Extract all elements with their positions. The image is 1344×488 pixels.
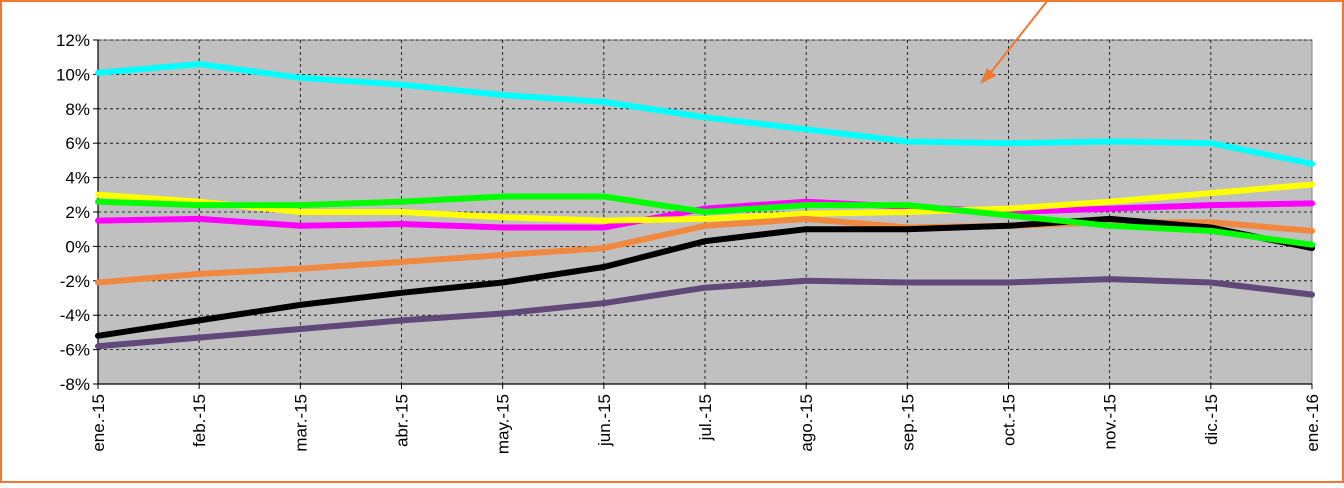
y-tick-label: -6% bbox=[60, 341, 90, 360]
annotation-arrow-head bbox=[980, 68, 996, 84]
x-tick-label: feb.-15 bbox=[190, 394, 209, 447]
x-tick-label: abr.-15 bbox=[393, 394, 412, 447]
y-tick-label: -2% bbox=[60, 272, 90, 291]
x-tick-label: ago.-15 bbox=[797, 394, 816, 452]
y-tick-label: 6% bbox=[65, 134, 90, 153]
series-line-5 bbox=[95, 215, 1315, 339]
series-line-3 bbox=[95, 181, 1315, 224]
x-tick-label: ene.-16 bbox=[1303, 394, 1322, 452]
series-line-6 bbox=[95, 276, 1315, 350]
x-tick-label: oct.-15 bbox=[1000, 394, 1019, 446]
x-tick-label: sep.-15 bbox=[898, 394, 917, 451]
series-line-1 bbox=[95, 61, 1315, 167]
y-tick-label: 2% bbox=[65, 203, 90, 222]
y-tick-label: 12% bbox=[56, 31, 90, 50]
y-tick-label: -4% bbox=[60, 306, 90, 325]
y-tick-label: 4% bbox=[65, 169, 90, 188]
series-line-7 bbox=[95, 193, 1315, 248]
y-tick-label: -8% bbox=[60, 375, 90, 394]
x-tick-label: jun.-15 bbox=[595, 394, 614, 447]
series-line-4 bbox=[95, 215, 1315, 286]
x-tick-label: mar.-15 bbox=[291, 394, 310, 452]
x-tick-label: jul.-15 bbox=[696, 394, 715, 441]
x-tick-label: ene.-15 bbox=[89, 394, 108, 452]
y-tick-label: 8% bbox=[65, 100, 90, 119]
y-tick-label: 0% bbox=[65, 237, 90, 256]
x-tick-label: dic.-15 bbox=[1202, 394, 1221, 445]
annotation-arrow-shaft bbox=[987, 0, 1049, 77]
x-tick-label: nov.-15 bbox=[1101, 394, 1120, 449]
x-tick-label: may.-15 bbox=[494, 394, 513, 454]
y-tick-label: 10% bbox=[56, 65, 90, 84]
series-line-2 bbox=[95, 198, 1315, 231]
